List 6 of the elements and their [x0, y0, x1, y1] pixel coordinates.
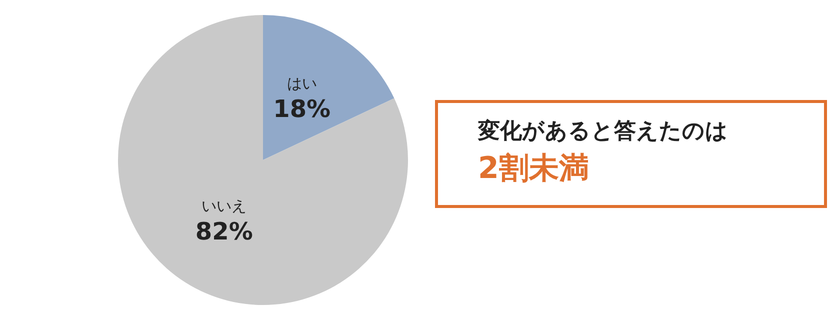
text: 2割未満 [478, 150, 590, 188]
slice-label: はい [286, 74, 317, 93]
data-label: 18% [273, 95, 331, 124]
slice-label: いいえ [202, 197, 247, 216]
data-label: 82% [195, 217, 253, 246]
text: 変化があると答えたのは [478, 118, 729, 146]
